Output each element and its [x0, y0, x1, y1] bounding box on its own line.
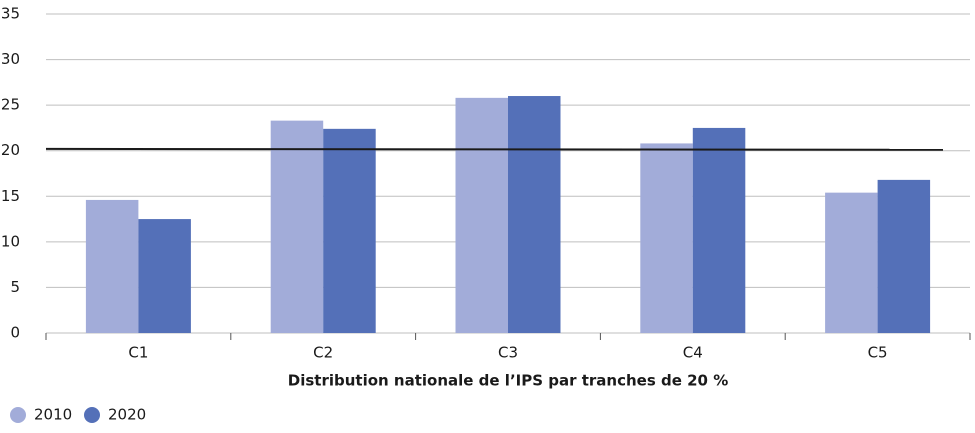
bar — [270, 120, 324, 333]
bar — [85, 199, 139, 333]
y-tick-label: 30 — [1, 50, 20, 68]
bar — [323, 128, 376, 333]
x-tick-label: C2 — [313, 344, 333, 362]
bar — [455, 97, 508, 333]
y-tick-label: 15 — [1, 187, 20, 205]
bar — [692, 127, 746, 333]
y-tick-label: 0 — [10, 324, 20, 342]
legend-label: 2020 — [108, 406, 146, 424]
bar — [877, 179, 931, 333]
x-tick-label: C3 — [498, 344, 518, 362]
bar — [138, 219, 191, 333]
y-tick-label: 35 — [1, 5, 20, 23]
bar — [640, 143, 693, 333]
legend-marker — [84, 407, 100, 423]
legend-label: 2010 — [34, 406, 72, 424]
y-tick-label: 10 — [1, 232, 20, 250]
bar — [508, 96, 561, 334]
bar — [825, 192, 878, 333]
legend-marker — [10, 407, 26, 423]
reference-line — [45, 147, 944, 151]
y-tick-label: 5 — [10, 278, 20, 296]
x-tick-label: C4 — [683, 344, 703, 362]
x-axis-label: Distribution nationale de l’IPS par tran… — [288, 372, 729, 390]
y-tick-label: 20 — [1, 141, 20, 159]
y-tick-label: 25 — [1, 96, 20, 114]
x-tick-label: C1 — [128, 344, 148, 362]
x-tick-label: C5 — [868, 344, 888, 362]
